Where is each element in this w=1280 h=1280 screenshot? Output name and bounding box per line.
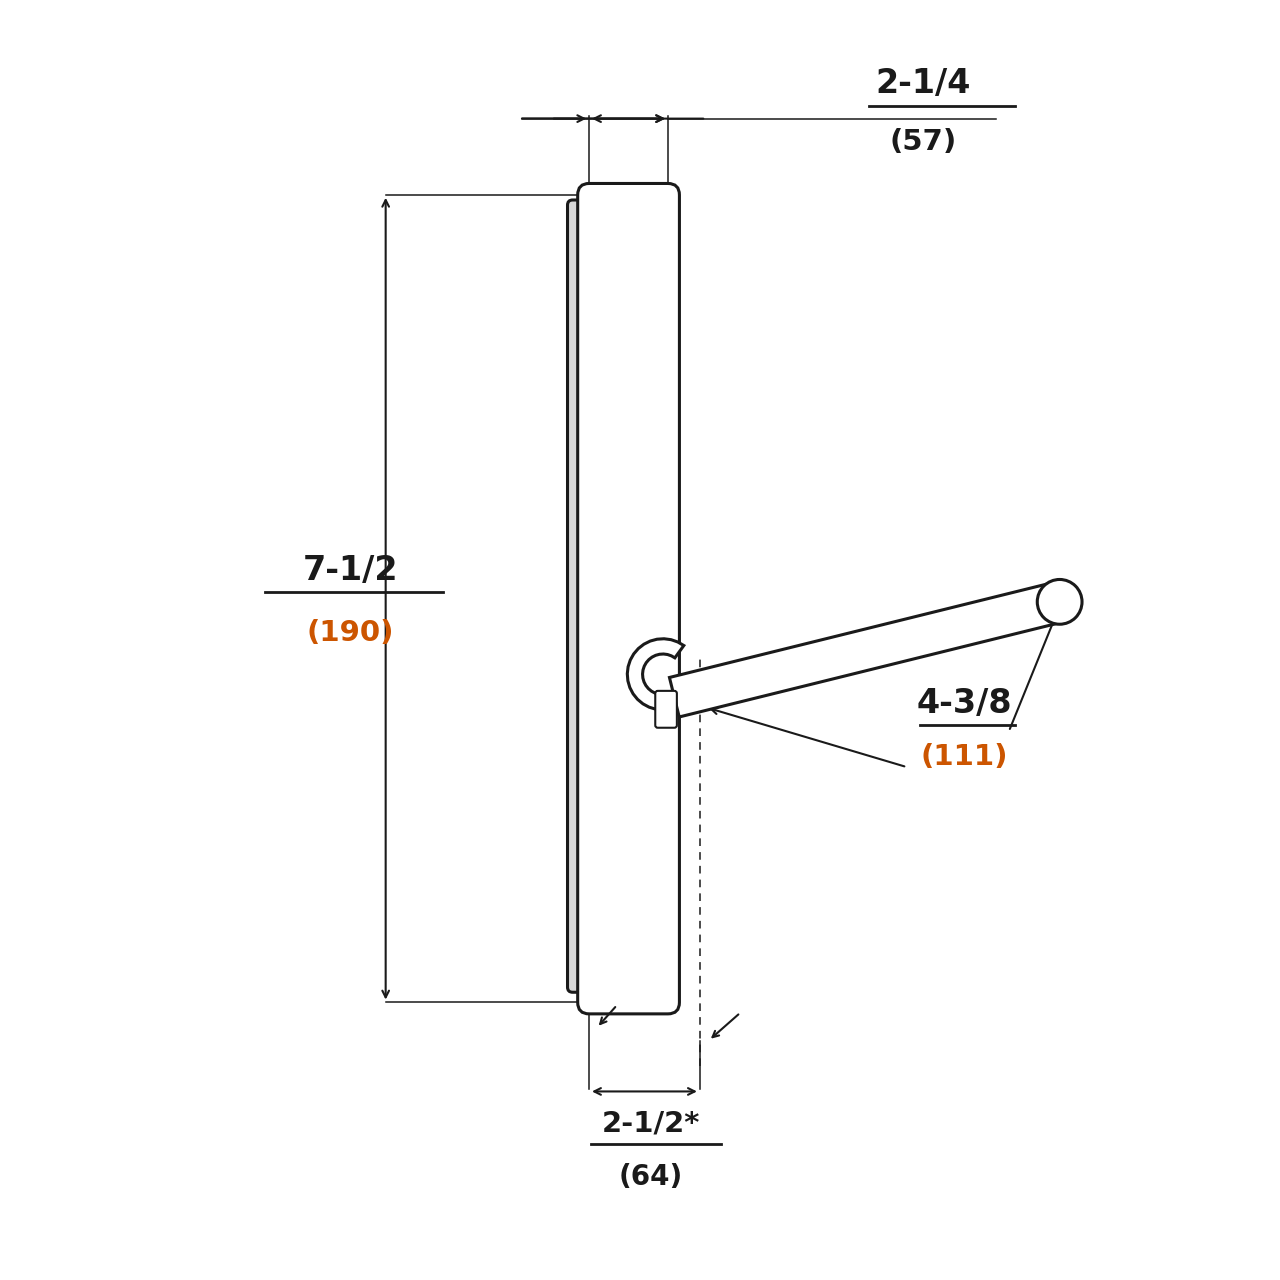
Text: 4-3/8: 4-3/8 (916, 687, 1012, 721)
Text: (57): (57) (890, 128, 957, 155)
Text: 2-1/2*: 2-1/2* (602, 1110, 700, 1137)
FancyBboxPatch shape (567, 200, 593, 992)
Text: (111): (111) (920, 742, 1009, 771)
Text: (64): (64) (618, 1162, 684, 1190)
FancyBboxPatch shape (577, 183, 680, 1014)
Polygon shape (669, 582, 1065, 717)
Text: 7-1/2: 7-1/2 (302, 554, 398, 588)
Ellipse shape (1037, 580, 1082, 625)
Text: (190): (190) (306, 620, 394, 646)
Text: 2-1/4: 2-1/4 (876, 67, 970, 100)
FancyBboxPatch shape (655, 691, 677, 728)
Polygon shape (627, 639, 684, 710)
